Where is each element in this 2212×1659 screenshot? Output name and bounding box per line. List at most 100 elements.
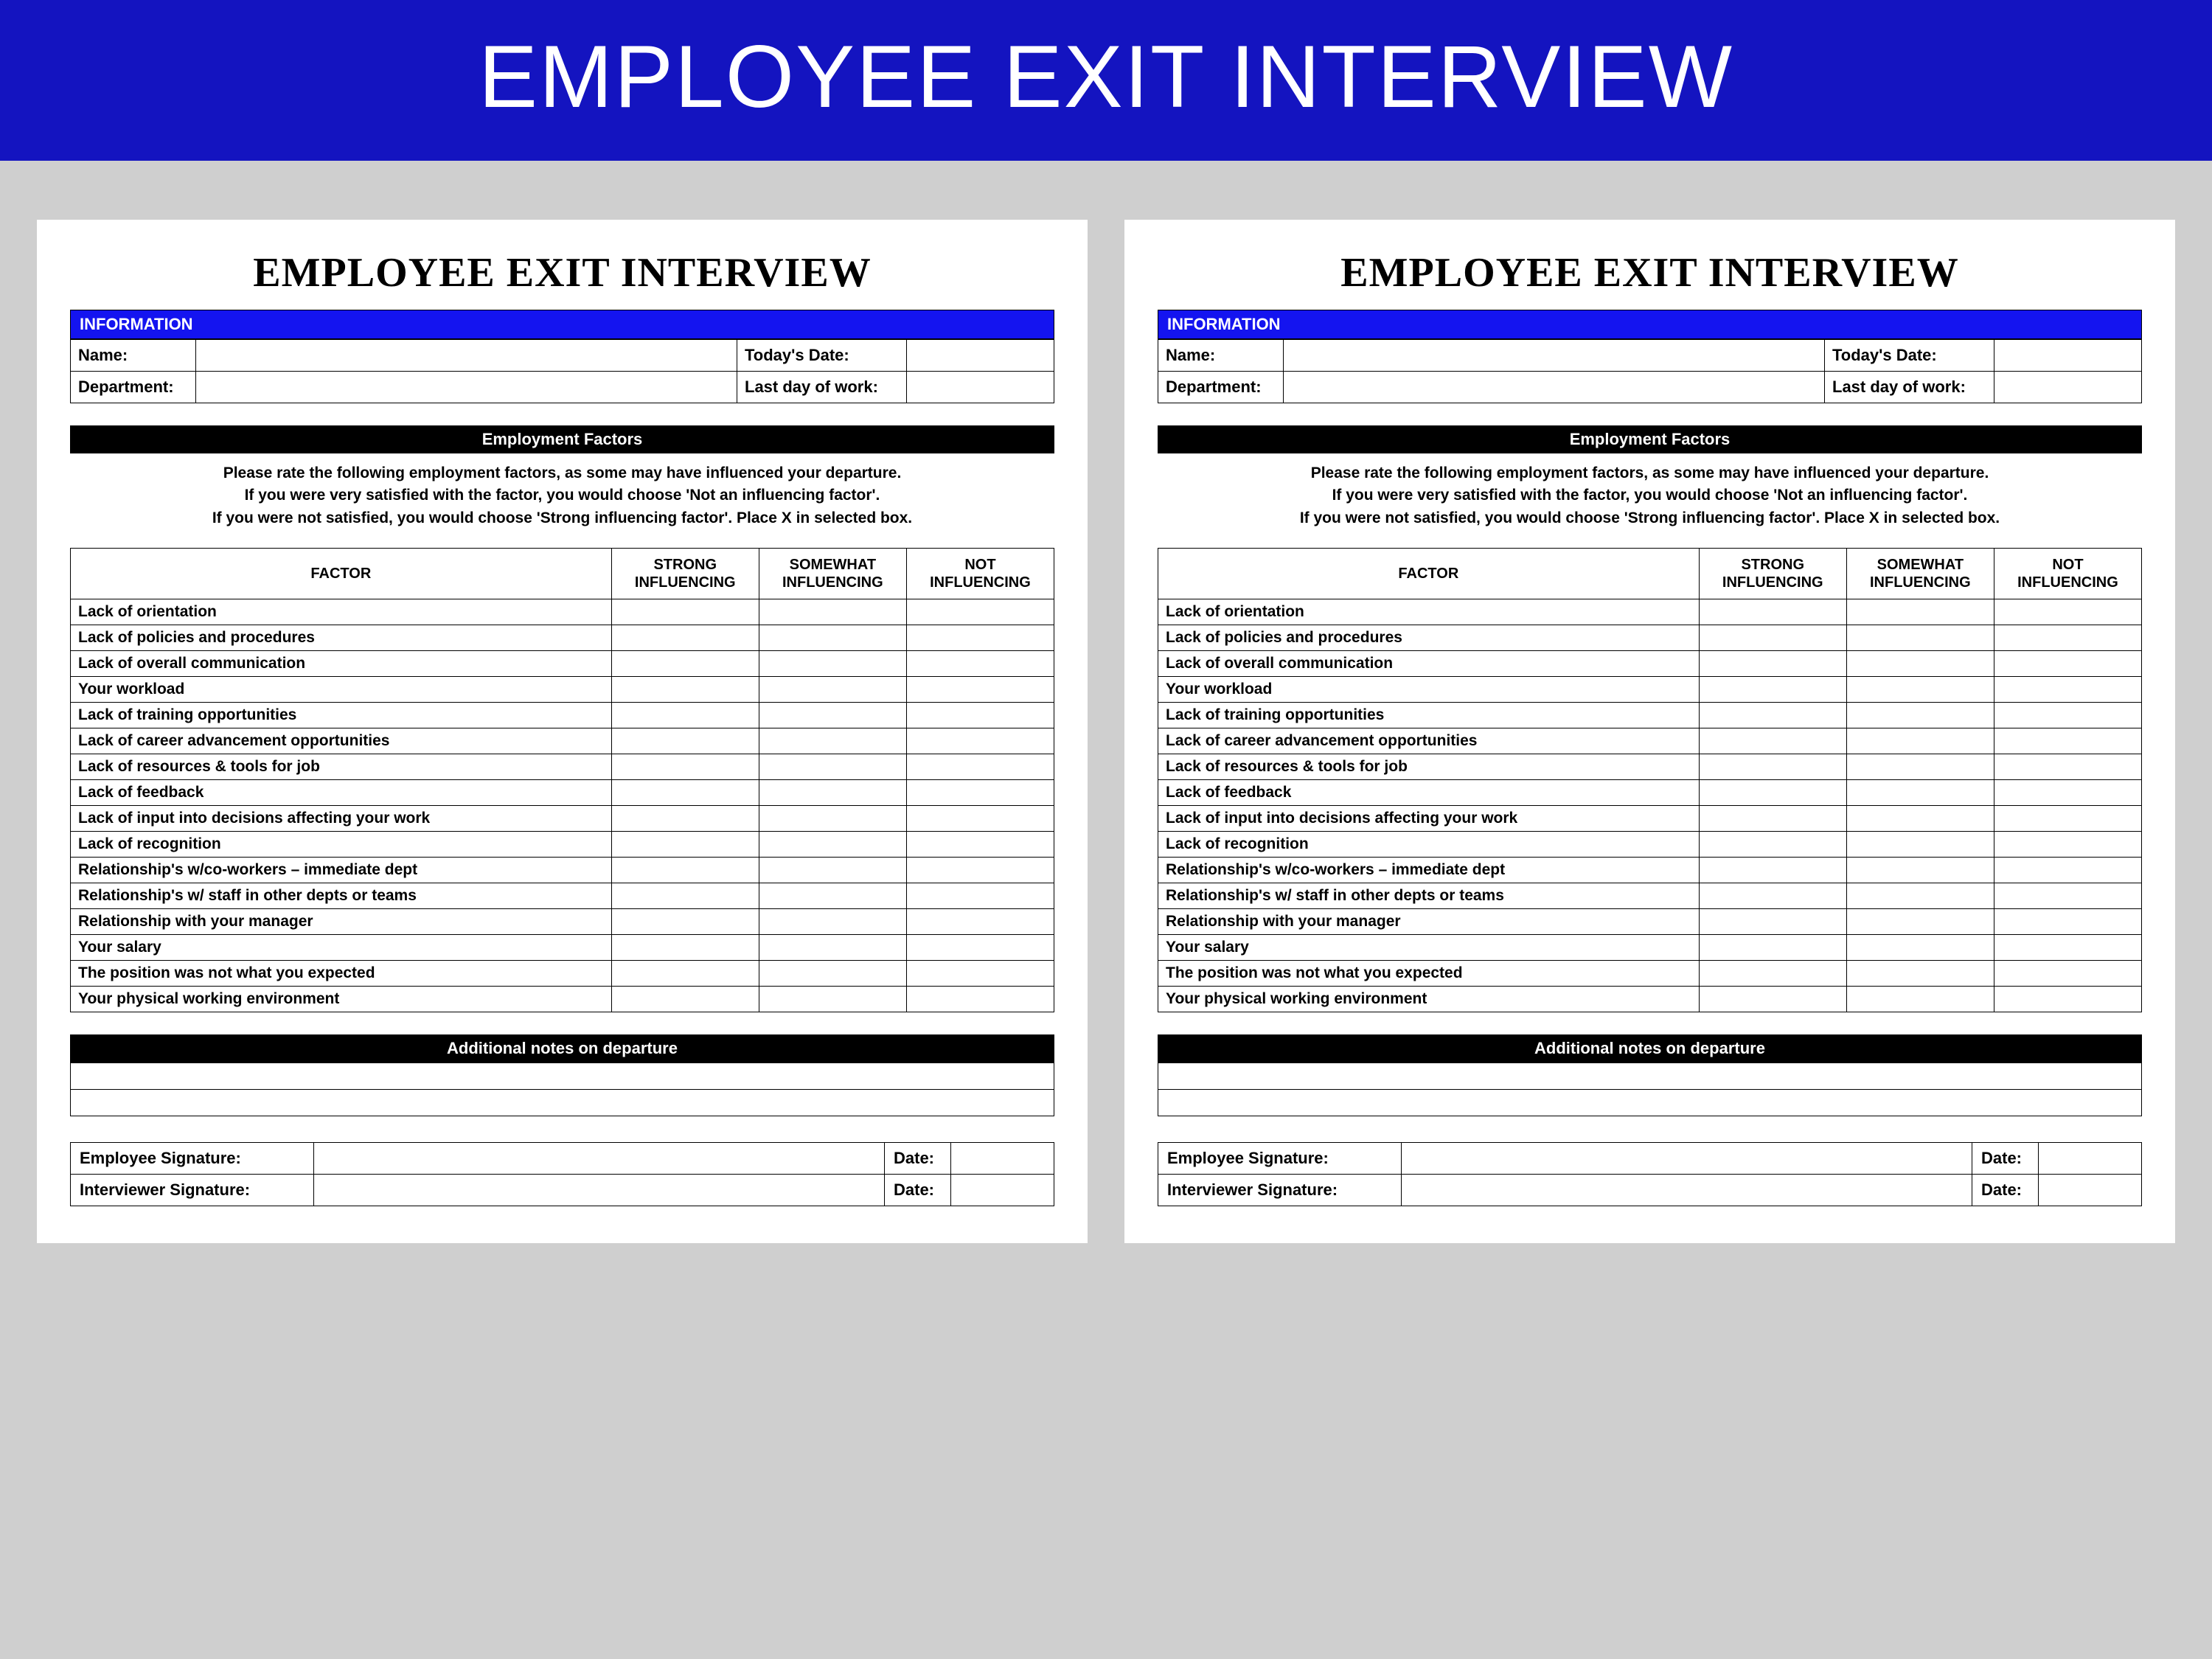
rating-cell[interactable]	[1846, 935, 1994, 961]
rating-cell[interactable]	[1994, 677, 2141, 703]
rating-cell[interactable]	[1699, 728, 1846, 754]
rating-cell[interactable]	[759, 599, 906, 625]
notes-line[interactable]	[1158, 1063, 2142, 1090]
rating-cell[interactable]	[906, 935, 1054, 961]
rating-cell[interactable]	[1994, 858, 2141, 883]
rating-cell[interactable]	[1846, 780, 1994, 806]
rating-cell[interactable]	[611, 961, 759, 987]
rating-cell[interactable]	[1699, 677, 1846, 703]
rating-cell[interactable]	[1994, 651, 2141, 677]
rating-cell[interactable]	[906, 909, 1054, 935]
rating-cell[interactable]	[1994, 832, 2141, 858]
rating-cell[interactable]	[759, 754, 906, 780]
rating-cell[interactable]	[1699, 625, 1846, 651]
rating-cell[interactable]	[1994, 728, 2141, 754]
rating-cell[interactable]	[1846, 703, 1994, 728]
employee-sig-date-field[interactable]	[2039, 1143, 2142, 1175]
notes-line[interactable]	[71, 1090, 1054, 1116]
rating-cell[interactable]	[906, 961, 1054, 987]
rating-cell[interactable]	[906, 599, 1054, 625]
rating-cell[interactable]	[759, 832, 906, 858]
rating-cell[interactable]	[759, 780, 906, 806]
rating-cell[interactable]	[611, 883, 759, 909]
rating-cell[interactable]	[759, 961, 906, 987]
rating-cell[interactable]	[759, 806, 906, 832]
interviewer-sig-field[interactable]	[1402, 1175, 1972, 1206]
employee-sig-date-field[interactable]	[951, 1143, 1054, 1175]
rating-cell[interactable]	[759, 651, 906, 677]
rating-cell[interactable]	[759, 935, 906, 961]
rating-cell[interactable]	[1699, 987, 1846, 1012]
rating-cell[interactable]	[1699, 754, 1846, 780]
name-field[interactable]	[196, 340, 737, 372]
rating-cell[interactable]	[611, 780, 759, 806]
rating-cell[interactable]	[906, 728, 1054, 754]
rating-cell[interactable]	[1994, 883, 2141, 909]
rating-cell[interactable]	[1994, 625, 2141, 651]
rating-cell[interactable]	[759, 625, 906, 651]
rating-cell[interactable]	[611, 909, 759, 935]
rating-cell[interactable]	[1846, 961, 1994, 987]
rating-cell[interactable]	[906, 987, 1054, 1012]
rating-cell[interactable]	[1994, 703, 2141, 728]
rating-cell[interactable]	[906, 832, 1054, 858]
rating-cell[interactable]	[1699, 651, 1846, 677]
rating-cell[interactable]	[759, 987, 906, 1012]
rating-cell[interactable]	[1699, 858, 1846, 883]
rating-cell[interactable]	[611, 651, 759, 677]
rating-cell[interactable]	[611, 806, 759, 832]
interviewer-sig-field[interactable]	[314, 1175, 885, 1206]
rating-cell[interactable]	[906, 806, 1054, 832]
rating-cell[interactable]	[906, 780, 1054, 806]
rating-cell[interactable]	[611, 625, 759, 651]
rating-cell[interactable]	[759, 883, 906, 909]
lastday-field[interactable]	[1994, 372, 2142, 403]
rating-cell[interactable]	[906, 677, 1054, 703]
rating-cell[interactable]	[759, 909, 906, 935]
rating-cell[interactable]	[611, 987, 759, 1012]
rating-cell[interactable]	[1994, 780, 2141, 806]
rating-cell[interactable]	[906, 625, 1054, 651]
rating-cell[interactable]	[1846, 832, 1994, 858]
rating-cell[interactable]	[1699, 909, 1846, 935]
rating-cell[interactable]	[611, 599, 759, 625]
rating-cell[interactable]	[1994, 909, 2141, 935]
rating-cell[interactable]	[906, 858, 1054, 883]
interviewer-sig-date-field[interactable]	[951, 1175, 1054, 1206]
rating-cell[interactable]	[1846, 883, 1994, 909]
rating-cell[interactable]	[759, 703, 906, 728]
name-field[interactable]	[1284, 340, 1825, 372]
notes-line[interactable]	[1158, 1090, 2142, 1116]
rating-cell[interactable]	[759, 858, 906, 883]
rating-cell[interactable]	[611, 935, 759, 961]
rating-cell[interactable]	[1699, 780, 1846, 806]
rating-cell[interactable]	[906, 883, 1054, 909]
rating-cell[interactable]	[1699, 961, 1846, 987]
department-field[interactable]	[196, 372, 737, 403]
rating-cell[interactable]	[906, 754, 1054, 780]
rating-cell[interactable]	[759, 728, 906, 754]
rating-cell[interactable]	[1699, 806, 1846, 832]
rating-cell[interactable]	[1846, 651, 1994, 677]
rating-cell[interactable]	[1846, 728, 1994, 754]
rating-cell[interactable]	[906, 703, 1054, 728]
date-field[interactable]	[907, 340, 1054, 372]
rating-cell[interactable]	[1699, 832, 1846, 858]
rating-cell[interactable]	[1846, 625, 1994, 651]
rating-cell[interactable]	[1846, 599, 1994, 625]
rating-cell[interactable]	[1699, 703, 1846, 728]
rating-cell[interactable]	[1994, 987, 2141, 1012]
rating-cell[interactable]	[1699, 599, 1846, 625]
lastday-field[interactable]	[907, 372, 1054, 403]
rating-cell[interactable]	[1846, 909, 1994, 935]
rating-cell[interactable]	[611, 858, 759, 883]
notes-line[interactable]	[71, 1063, 1054, 1090]
rating-cell[interactable]	[1994, 935, 2141, 961]
rating-cell[interactable]	[1994, 754, 2141, 780]
rating-cell[interactable]	[611, 728, 759, 754]
rating-cell[interactable]	[1994, 961, 2141, 987]
rating-cell[interactable]	[1699, 883, 1846, 909]
interviewer-sig-date-field[interactable]	[2039, 1175, 2142, 1206]
rating-cell[interactable]	[906, 651, 1054, 677]
rating-cell[interactable]	[1846, 858, 1994, 883]
